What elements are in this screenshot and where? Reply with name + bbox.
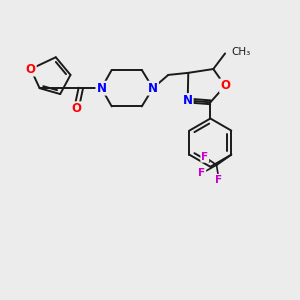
Text: N: N	[148, 82, 158, 95]
Text: O: O	[71, 102, 81, 115]
Text: F: F	[201, 152, 208, 162]
Text: O: O	[220, 79, 230, 92]
Text: N: N	[183, 94, 193, 107]
Text: CH₃: CH₃	[232, 47, 251, 57]
Text: F: F	[198, 168, 206, 178]
Text: O: O	[26, 62, 36, 76]
Text: N: N	[96, 82, 106, 95]
Text: F: F	[215, 175, 223, 185]
